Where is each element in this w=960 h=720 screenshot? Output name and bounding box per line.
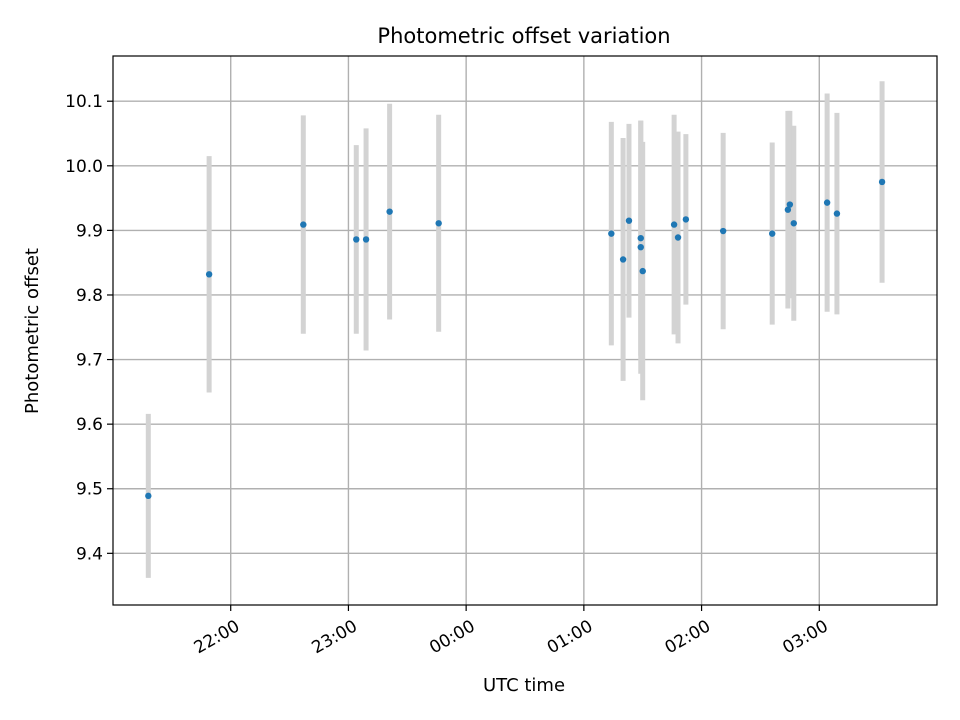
data-point xyxy=(639,267,646,275)
data-point xyxy=(300,221,307,228)
grid-lines xyxy=(113,56,937,605)
data-point xyxy=(625,217,633,224)
data-point xyxy=(878,178,886,186)
y-tick-label: 9.7 xyxy=(76,351,103,371)
y-tick-label: 10.1 xyxy=(65,92,103,112)
data-point xyxy=(145,492,152,500)
y-tick-label: 9.4 xyxy=(76,544,103,564)
y-tick-label: 9.6 xyxy=(76,415,103,435)
data-point xyxy=(833,210,841,217)
data-point xyxy=(719,227,727,235)
data-point xyxy=(608,230,615,237)
data-point xyxy=(769,230,776,237)
y-tick-label: 9.9 xyxy=(76,221,103,241)
data-point xyxy=(790,220,797,227)
y-tick-label: 9.5 xyxy=(76,480,103,500)
data-point xyxy=(674,234,682,241)
data-point xyxy=(682,216,690,223)
data-point xyxy=(619,256,627,263)
chart-title: Photometric offset variation xyxy=(377,24,670,48)
y-tick-label: 10.0 xyxy=(65,157,103,177)
y-axis-ticks: 9.4 9.5 9.6 9.7 9.8 9.9 10.0 10.1 xyxy=(65,92,113,564)
data-point xyxy=(353,236,360,243)
y-tick-label: 9.8 xyxy=(76,286,103,306)
data-point xyxy=(205,271,213,278)
data-point xyxy=(786,201,794,208)
data-point xyxy=(362,236,370,243)
data-points xyxy=(145,178,886,500)
data-point xyxy=(637,234,644,242)
data-point xyxy=(386,208,393,215)
data-point xyxy=(435,220,442,227)
plot-area-frame xyxy=(112,55,938,606)
data-point xyxy=(670,221,678,228)
data-point xyxy=(823,199,831,206)
data-point xyxy=(784,206,792,213)
y-axis-label: Photometric offset xyxy=(22,248,43,414)
data-point xyxy=(637,243,644,251)
x-axis-label: UTC time xyxy=(483,675,565,696)
